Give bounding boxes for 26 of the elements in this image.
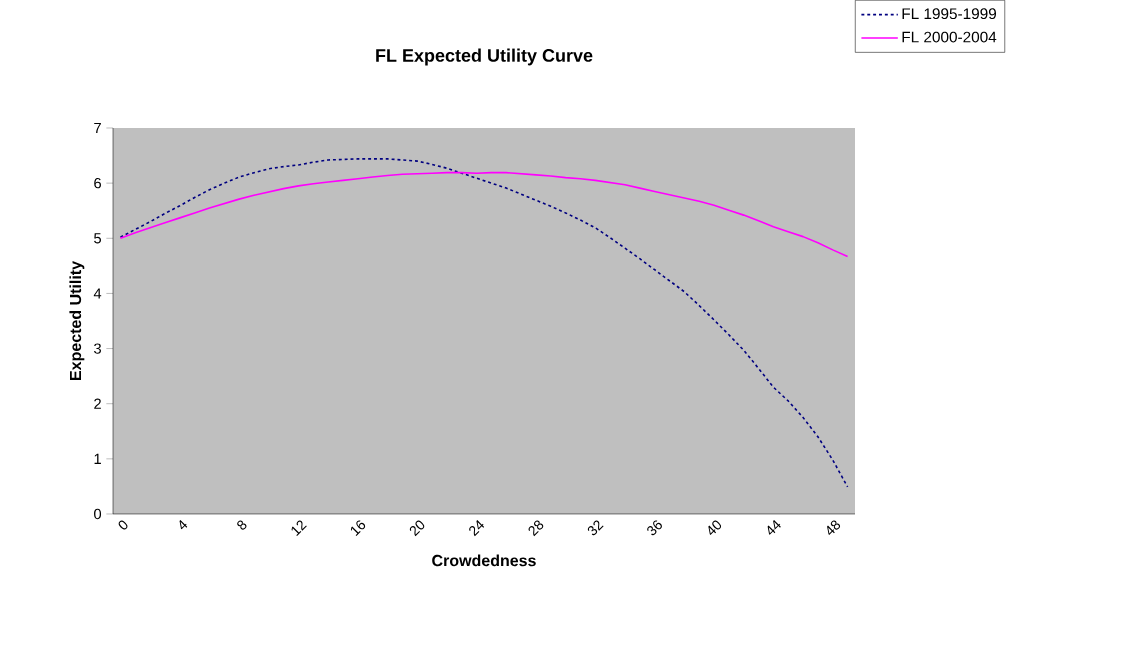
chart-title: FL Expected Utility Curve	[376, 48, 593, 66]
legend-label: FL 2000-2004	[902, 31, 997, 43]
x-tick-label: 20	[409, 520, 425, 537]
x-tick-label: 4	[179, 520, 188, 530]
x-tick-label: 40	[708, 520, 722, 535]
y-tick-label: 1	[94, 453, 101, 464]
y-tick-label: 2	[94, 398, 101, 409]
x-tick-label: 44	[767, 520, 781, 535]
x-tick-label: 32	[587, 520, 604, 536]
y-tick-label: 4	[93, 288, 102, 299]
x-tick-label: 0	[118, 520, 128, 530]
x-axis-title: Crowdedness	[432, 554, 536, 567]
y-tick-label: 7	[94, 122, 101, 134]
x-tick-label: 8	[237, 520, 247, 530]
x-tick-label: 48	[827, 520, 841, 535]
x-tick-label: 28	[528, 520, 544, 537]
legend-label: FL 1995-1999	[902, 8, 997, 20]
y-tick-label: 5	[94, 233, 101, 244]
y-tick-label: 0	[94, 508, 102, 520]
x-tick-label: 16	[350, 520, 366, 536]
x-tick-label: 12	[291, 520, 307, 536]
y-tick-label: 6	[94, 177, 101, 189]
x-tick-label: 24	[469, 520, 485, 537]
x-tick-label: 36	[647, 520, 662, 536]
y-axis-title: Expected Utility	[69, 261, 85, 380]
y-tick-label: 3	[94, 343, 101, 354]
